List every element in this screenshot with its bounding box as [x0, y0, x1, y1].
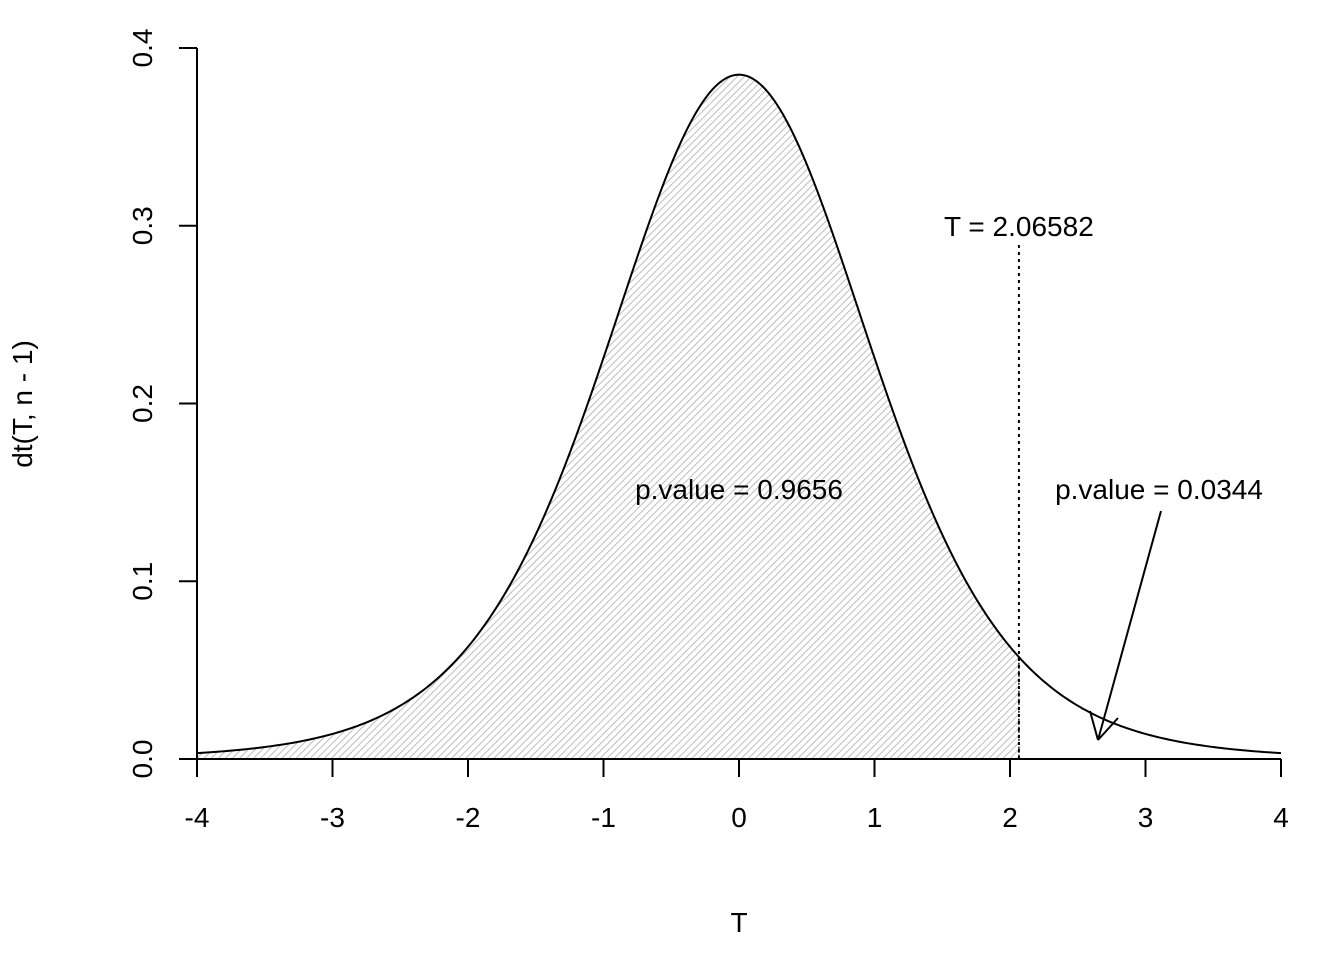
x-tick-label: 0	[731, 802, 747, 833]
density-curve	[196, 73, 1282, 755]
x-tick-label: -1	[591, 802, 616, 833]
y-tick-label: 0.3	[127, 206, 158, 245]
x-ticks: -4 -3 -2 -1 0 1 2 3 4	[185, 759, 1289, 833]
x-tick-label: -2	[456, 802, 481, 833]
pvalue-arrow-head-right	[1097, 717, 1119, 741]
pvalue-arrow-head-left	[1089, 710, 1099, 741]
pvalue-arrow	[1089, 510, 1162, 741]
y-tick-label: 0.2	[127, 384, 158, 423]
x-axis-label: T	[730, 907, 747, 938]
critical-value-label: T = 2.06582	[944, 211, 1094, 242]
y-tick-label: 0.4	[127, 29, 158, 68]
x-tick-label: 3	[1138, 802, 1154, 833]
x-tick-label: -3	[320, 802, 345, 833]
x-tick-label: 2	[1002, 802, 1018, 833]
y-ticks: 0.0 0.1 0.2 0.3 0.4	[127, 29, 197, 779]
x-tick-label: 1	[867, 802, 883, 833]
x-tick-label: -4	[185, 802, 210, 833]
y-tick-label: 0.0	[127, 740, 158, 779]
right-pvalue-label: p.value = 0.0344	[1055, 474, 1263, 505]
left-pvalue-label: p.value = 0.9656	[635, 474, 843, 505]
pvalue-arrow-shaft	[1097, 510, 1162, 741]
x-tick-label: 4	[1273, 802, 1289, 833]
y-tick-label: 0.1	[127, 562, 158, 601]
y-axis-label: dt(T, n - 1)	[7, 340, 38, 468]
